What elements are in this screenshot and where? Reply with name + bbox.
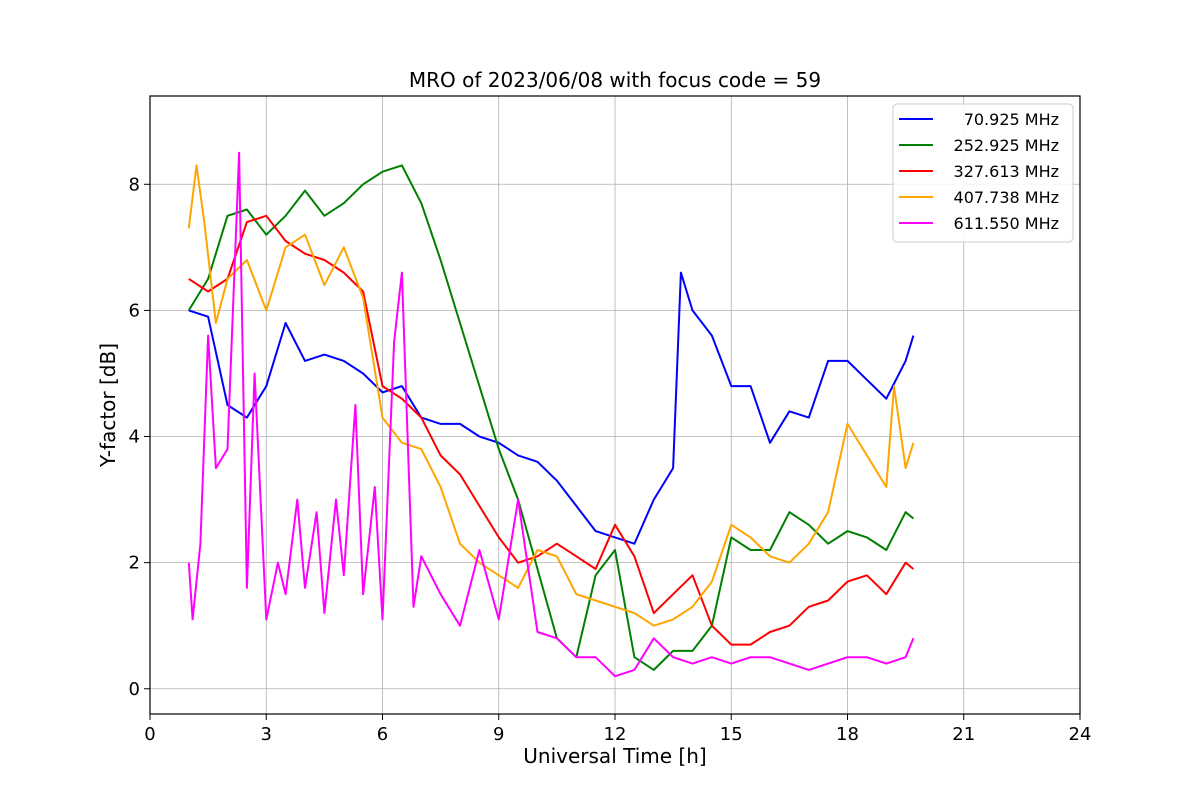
y-tick-label: 2 <box>129 553 140 574</box>
y-tick-label: 8 <box>129 174 140 195</box>
series-line-4 <box>187 164 915 627</box>
x-tick-label: 18 <box>836 724 859 745</box>
y-axis-label: Y-factor [dB] <box>96 343 120 468</box>
legend-label-4: 407.738 MHz <box>954 188 1059 207</box>
x-tick-label: 21 <box>952 724 975 745</box>
series-line-1 <box>188 271 915 545</box>
x-tick-label: 3 <box>261 724 272 745</box>
series-line-5 <box>187 151 915 678</box>
x-tick-label: 24 <box>1069 724 1092 745</box>
legend-label-3: 327.613 MHz <box>954 162 1059 181</box>
legend-label-2: 252.925 MHz <box>954 136 1059 155</box>
series-line-3 <box>188 214 915 646</box>
x-axis-label: Universal Time [h] <box>523 744 706 768</box>
chart-title: MRO of 2023/06/08 with focus code = 59 <box>409 68 821 92</box>
x-tick-label: 12 <box>604 724 627 745</box>
legend-label-5: 611.550 MHz <box>954 214 1059 233</box>
x-tick-label: 9 <box>493 724 504 745</box>
x-tick-label: 6 <box>377 724 388 745</box>
y-tick-label: 4 <box>129 427 140 448</box>
x-tick-label: 0 <box>144 724 155 745</box>
legend-label-1: 70.925 MHz <box>964 110 1059 129</box>
series-layer <box>187 151 915 678</box>
legend-box <box>892 103 1074 243</box>
legend: 70.925 MHz 252.925 MHz 327.613 MHz 407.738 … <box>892 103 1074 243</box>
y-tick-label: 0 <box>129 679 140 700</box>
x-tick-label: 15 <box>720 724 743 745</box>
y-tick-label: 6 <box>129 300 140 321</box>
